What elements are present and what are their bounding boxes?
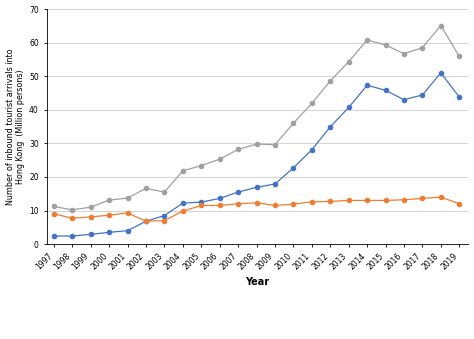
- Mainland visitors: [235, 190, 241, 194]
- Mainland visitors: [328, 125, 333, 129]
- Y-axis label: Number of inbound tourist arrivals into
Hong Kong  (Million persons): Number of inbound tourist arrivals into …: [6, 48, 25, 205]
- Total: [401, 52, 407, 56]
- Non-Mainland visitors: [88, 215, 93, 219]
- Total: [309, 101, 315, 105]
- Mainland visitors: [346, 105, 352, 109]
- Total: [383, 43, 388, 47]
- Total: [291, 121, 296, 125]
- Non-Mainland visitors: [438, 195, 444, 199]
- Total: [328, 79, 333, 83]
- Mainland visitors: [419, 93, 425, 97]
- Total: [180, 169, 186, 173]
- Non-Mainland visitors: [217, 203, 223, 207]
- Mainland visitors: [143, 219, 149, 223]
- Mainland visitors: [51, 234, 57, 238]
- Total: [199, 163, 204, 167]
- Mainland visitors: [291, 166, 296, 170]
- Non-Mainland visitors: [346, 198, 352, 202]
- Non-Mainland visitors: [328, 199, 333, 203]
- Non-Mainland visitors: [364, 198, 370, 202]
- Mainland visitors: [364, 83, 370, 87]
- Total: [51, 204, 57, 208]
- Line: Mainland visitors: Mainland visitors: [52, 71, 461, 238]
- Mainland visitors: [180, 201, 186, 205]
- Non-Mainland visitors: [162, 219, 167, 223]
- Non-Mainland visitors: [235, 202, 241, 206]
- Total: [235, 147, 241, 152]
- Total: [346, 60, 352, 64]
- Non-Mainland visitors: [125, 211, 130, 215]
- Mainland visitors: [162, 214, 167, 218]
- Total: [125, 196, 130, 200]
- Non-Mainland visitors: [106, 213, 112, 217]
- Mainland visitors: [254, 185, 259, 190]
- Non-Mainland visitors: [199, 203, 204, 207]
- Non-Mainland visitors: [291, 202, 296, 206]
- Legend: Mainland visitors, Non-Mainland visitors, Total: Mainland visitors, Non-Mainland visitors…: [129, 338, 386, 339]
- Mainland visitors: [309, 148, 315, 152]
- Non-Mainland visitors: [419, 196, 425, 200]
- Mainland visitors: [199, 200, 204, 204]
- Total: [254, 142, 259, 146]
- Line: Total: Total: [52, 23, 461, 212]
- Total: [456, 54, 462, 58]
- Mainland visitors: [106, 230, 112, 234]
- Total: [419, 46, 425, 50]
- Non-Mainland visitors: [254, 201, 259, 205]
- Total: [438, 23, 444, 27]
- Line: Non-Mainland visitors: Non-Mainland visitors: [52, 195, 461, 223]
- Mainland visitors: [456, 95, 462, 99]
- Non-Mainland visitors: [143, 219, 149, 223]
- Non-Mainland visitors: [456, 202, 462, 206]
- Non-Mainland visitors: [180, 209, 186, 213]
- Non-Mainland visitors: [70, 216, 75, 220]
- Total: [88, 205, 93, 209]
- Mainland visitors: [272, 182, 278, 186]
- Non-Mainland visitors: [401, 198, 407, 202]
- Non-Mainland visitors: [309, 200, 315, 204]
- Total: [162, 190, 167, 194]
- Mainland visitors: [217, 196, 223, 200]
- Mainland visitors: [125, 228, 130, 233]
- Mainland visitors: [88, 232, 93, 236]
- Total: [143, 186, 149, 191]
- Mainland visitors: [383, 88, 388, 92]
- Total: [364, 38, 370, 42]
- Non-Mainland visitors: [272, 203, 278, 207]
- Non-Mainland visitors: [383, 198, 388, 202]
- Total: [217, 157, 223, 161]
- Total: [106, 198, 112, 202]
- Mainland visitors: [438, 71, 444, 75]
- Total: [272, 143, 278, 147]
- Mainland visitors: [70, 234, 75, 238]
- X-axis label: Year: Year: [246, 277, 270, 287]
- Mainland visitors: [401, 98, 407, 102]
- Total: [70, 208, 75, 212]
- Non-Mainland visitors: [51, 212, 57, 216]
